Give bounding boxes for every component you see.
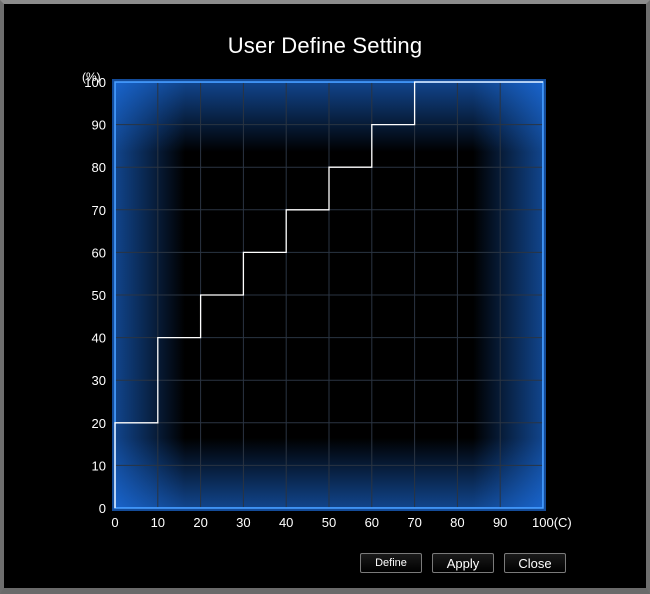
apply-button[interactable]: Apply [432,553,494,573]
y-tick-label: 0 [99,501,106,516]
x-tick-label: 80 [450,515,464,530]
y-tick-label: 70 [92,203,106,218]
fan-curve-line[interactable] [112,79,546,508]
y-tick-label: 50 [92,288,106,303]
page-title: User Define Setting [227,33,423,58]
x-tick-label: 100(C) [532,515,572,530]
y-tick-label: 60 [92,245,106,260]
border-line [114,81,544,509]
curve-point[interactable] [540,79,546,85]
x-tick-label: 10 [151,515,165,530]
define-button[interactable]: Define [360,553,422,573]
x-tick-label: 40 [279,515,293,530]
curve-point[interactable] [326,164,332,170]
y-tick-label: 20 [92,416,106,431]
close-button[interactable]: Close [504,553,566,573]
y-tick-label: 30 [92,373,106,388]
x-axis-ticks: 0 10 20 30 40 50 60 70 80 90 100(C) [111,515,571,530]
y-axis-unit-label: (%) [82,70,101,84]
y-axis-ticks: 0 10 20 30 40 50 60 70 80 90 100 [84,75,106,516]
border-glow [112,79,546,511]
curve-point[interactable] [240,249,246,255]
curve-point[interactable] [412,79,418,85]
x-tick-label: 20 [193,515,207,530]
curve-path[interactable] [114,81,543,508]
y-tick-label: 40 [92,331,106,346]
x-tick-label: 0 [111,515,118,530]
curve-point[interactable] [283,207,289,213]
y-tick-label: 90 [92,118,106,133]
y-tick-label: 10 [92,458,106,473]
curve-point[interactable] [369,122,375,128]
curve-point[interactable] [198,292,204,298]
curve-point[interactable] [155,335,161,341]
x-tick-label: 30 [236,515,250,530]
x-tick-label: 70 [407,515,421,530]
x-tick-label: 50 [322,515,336,530]
plot-border [112,79,546,511]
curve-point[interactable] [112,420,118,426]
x-tick-label: 90 [493,515,507,530]
y-tick-label: 80 [92,160,106,175]
y-tick-label: 100 [84,75,106,90]
x-tick-label: 60 [365,515,379,530]
